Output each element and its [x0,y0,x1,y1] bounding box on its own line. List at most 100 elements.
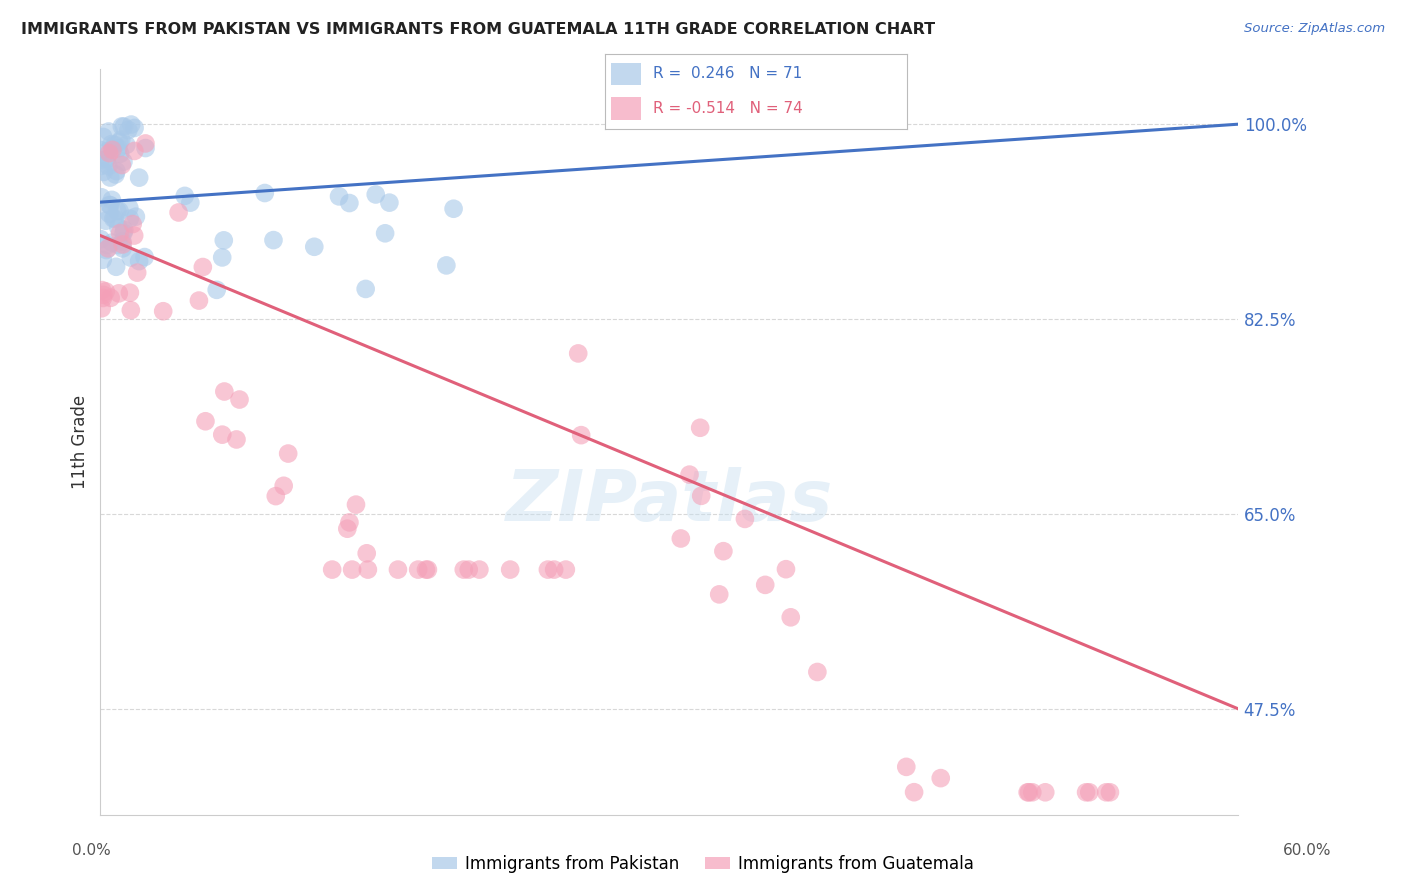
Point [678,467,700,482]
Point [569,428,592,442]
Point [115,137,138,152]
Point [124,144,146,158]
Point [100,291,122,305]
Point [112,226,135,240]
Point [374,227,396,241]
Point [104,168,127,182]
Text: R = -0.514   N = 74: R = -0.514 N = 74 [652,102,803,116]
Point [107,141,129,155]
Point [96,238,118,252]
Point [194,414,217,428]
Point [111,237,134,252]
Point [1078,785,1101,799]
Text: 60.0%: 60.0% [1284,843,1331,858]
Point [339,196,361,211]
Point [690,489,713,503]
Point [453,563,475,577]
Point [468,563,491,577]
Point [354,282,377,296]
Point [105,164,128,178]
Point [1018,785,1040,799]
Point [929,771,952,785]
Point [120,251,142,265]
Text: 0.0%: 0.0% [72,843,111,858]
Point [1098,785,1121,799]
Point [537,563,560,577]
Point [91,283,114,297]
Point [211,427,233,442]
Bar [610,97,641,120]
Text: ZIPatlas: ZIPatlas [506,467,832,536]
Point [122,228,145,243]
Point [754,578,776,592]
Text: R =  0.246   N = 71: R = 0.246 N = 71 [652,67,803,81]
Bar [610,62,641,86]
Point [112,223,135,237]
Point [191,260,214,274]
Point [378,195,401,210]
Point [111,235,134,249]
Point [94,285,117,299]
Point [108,204,131,219]
Point [263,233,285,247]
Point [775,562,797,576]
Point [120,303,142,318]
Point [101,235,124,250]
Point [94,213,117,227]
Point [135,141,157,155]
Point [118,211,141,226]
Point [94,153,117,168]
Point [108,135,131,149]
Point [567,346,589,360]
Point [689,421,711,435]
Point [118,285,141,300]
Point [416,563,439,577]
Point [364,187,387,202]
Point [228,392,250,407]
Point [277,446,299,460]
Point [134,250,156,264]
Point [1074,785,1097,799]
Point [336,522,359,536]
Point [443,202,465,216]
Point [434,259,457,273]
Point [127,266,149,280]
Point [97,144,120,158]
Point [340,563,363,577]
Point [101,193,124,207]
Point [357,563,380,577]
Point [179,195,201,210]
Point [120,118,142,132]
Point [117,123,139,137]
Point [344,498,367,512]
Point [1095,785,1118,799]
Point [97,159,120,173]
Point [1021,785,1043,799]
Point [211,251,233,265]
Point [1033,785,1056,799]
Point [415,563,437,577]
Point [903,785,925,799]
Point [669,532,692,546]
Point [134,136,156,151]
Point [339,516,361,530]
Point [108,226,131,240]
Point [173,189,195,203]
Point [105,260,128,274]
Point [1017,785,1039,799]
Point [543,563,565,577]
Point [387,563,409,577]
Point [273,479,295,493]
Point [90,143,112,157]
Point [121,217,143,231]
Point [321,563,343,577]
Point [104,211,127,226]
Point [101,143,124,157]
Point [111,120,134,134]
Point [253,186,276,200]
Point [108,146,131,161]
Point [108,286,131,301]
Point [713,544,735,558]
Point [110,133,132,147]
Point [111,241,134,255]
